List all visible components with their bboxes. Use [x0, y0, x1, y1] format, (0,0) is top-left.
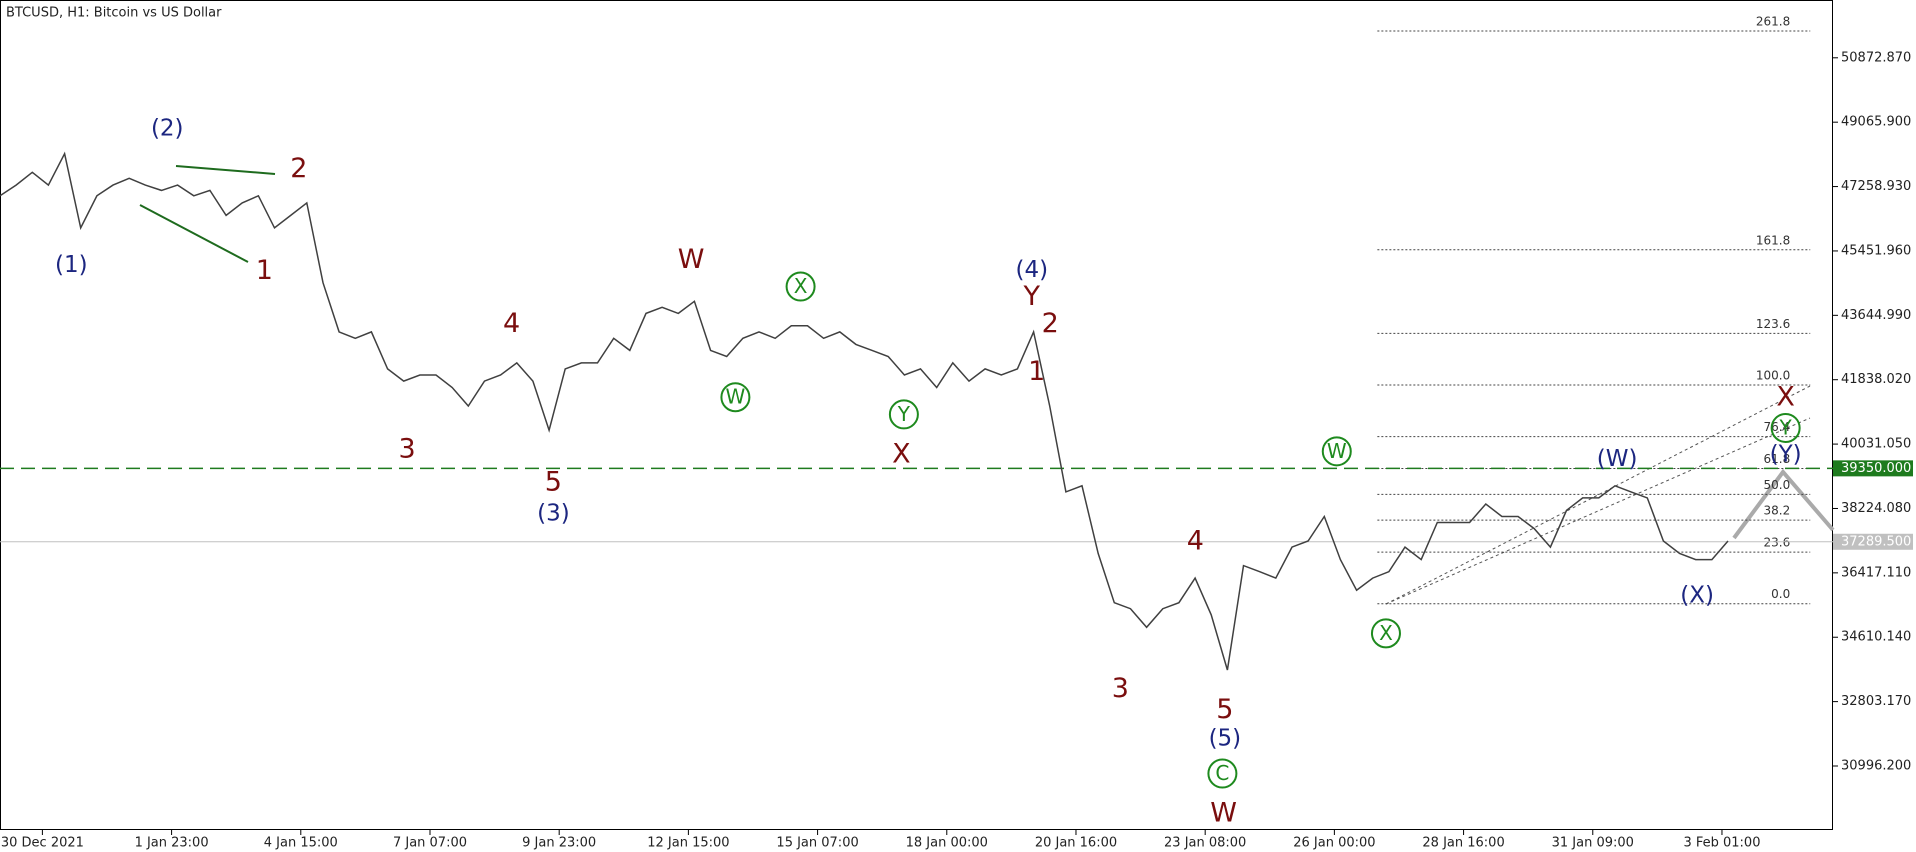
fib-label: 0.0	[1771, 587, 1790, 601]
wave-label: (1)	[55, 252, 88, 278]
x-tick-label: 1 Jan 23:00	[135, 836, 209, 851]
chart-title: BTCUSD, H1: Bitcoin vs US Dollar	[6, 6, 222, 21]
y-tick-label: 34610.140	[1841, 630, 1911, 645]
wave-label: X	[1776, 382, 1795, 413]
wave-label: 4	[1187, 526, 1204, 557]
wave-circle	[720, 382, 751, 413]
wave-circle	[1321, 436, 1352, 467]
wave-label: Y	[897, 402, 911, 426]
wave-label: X	[1379, 621, 1393, 645]
price-label-box	[1833, 533, 1913, 550]
wave-label: X	[794, 274, 808, 298]
x-tick-label: 9 Jan 23:00	[522, 836, 596, 851]
x-tick-label: 12 Jan 15:00	[647, 836, 729, 851]
fib-label: 76.4	[1764, 420, 1791, 434]
x-tick-label: 20 Jan 16:00	[1035, 836, 1117, 851]
y-tick-label: 47258.930	[1841, 179, 1911, 194]
x-tick-label: 31 Jan 09:00	[1552, 836, 1634, 851]
fib-label: 61.8	[1764, 452, 1791, 466]
wave-label: W	[726, 385, 746, 409]
triangle-line	[175, 165, 276, 175]
x-tick-label: 15 Jan 07:00	[776, 836, 858, 851]
wave-label: 1	[256, 255, 273, 286]
fib-label: 123.6	[1756, 317, 1790, 331]
wave-label: 5	[545, 467, 562, 498]
x-tick-label: 7 Jan 07:00	[393, 836, 467, 851]
wave-label: 3	[398, 433, 415, 464]
price-line-series	[0, 151, 1729, 671]
projection-line	[1732, 468, 1835, 540]
fib-label: 23.6	[1764, 536, 1791, 550]
wave-label: Y	[1779, 415, 1793, 439]
x-tick-label: 3 Feb 01:00	[1683, 836, 1760, 851]
wave-label: W	[678, 244, 705, 275]
wave-circle	[1770, 412, 1801, 443]
wave-label: 4	[503, 308, 520, 339]
y-tick-label: 43644.990	[1841, 308, 1911, 323]
y-tick-label: 41838.020	[1841, 372, 1911, 387]
fib-label: 261.8	[1756, 15, 1790, 29]
fib-label: 100.0	[1756, 368, 1790, 382]
price-label: 37289.500	[1841, 534, 1911, 549]
wave-label: (2)	[151, 115, 184, 141]
x-tick-label: 28 Jan 16:00	[1422, 836, 1504, 851]
price-label-box	[1833, 460, 1913, 477]
fib-label: 38.2	[1764, 504, 1791, 518]
y-tick-label: 40031.050	[1841, 437, 1911, 452]
wave-label: (5)	[1209, 725, 1242, 751]
y-tick-label: 38224.080	[1841, 501, 1911, 516]
x-tick-label: 4 Jan 15:00	[264, 836, 338, 851]
fib-label: 161.8	[1756, 233, 1790, 247]
wave-label: C	[1215, 761, 1229, 785]
x-tick-label: 30 Dec 2021	[1, 836, 84, 851]
wave-label: 5	[1216, 694, 1233, 725]
y-tick-label: 30996.200	[1841, 759, 1911, 774]
wave-label: X	[892, 438, 911, 469]
wave-label: Y	[1023, 281, 1041, 312]
wave-label: (Y)	[1770, 441, 1802, 467]
wave-label: (X)	[1680, 583, 1714, 609]
x-tick-label: 23 Jan 08:00	[1164, 836, 1246, 851]
channel-line	[1385, 417, 1811, 605]
fib-label: 50.0	[1764, 478, 1791, 492]
plot-frame	[0, 0, 1833, 830]
y-tick-label: 36417.110	[1841, 565, 1911, 580]
wave-label: (W)	[1597, 446, 1638, 472]
triangle-line	[139, 204, 249, 263]
wave-label: 2	[1042, 308, 1059, 339]
wave-label: 1	[1028, 356, 1045, 387]
wave-label: W	[1210, 797, 1237, 828]
wave-circle	[1207, 758, 1238, 789]
wave-circle	[785, 271, 816, 302]
x-tick-label: 26 Jan 00:00	[1293, 836, 1375, 851]
x-tick-label: 18 Jan 00:00	[906, 836, 988, 851]
channel-line	[1385, 385, 1811, 605]
wave-label: 3	[1112, 673, 1129, 704]
y-tick-label: 50872.870	[1841, 50, 1911, 65]
y-tick-label: 49065.900	[1841, 115, 1911, 130]
wave-circle	[888, 399, 919, 430]
y-tick-label: 45451.960	[1841, 243, 1911, 258]
wave-label: W	[1327, 439, 1347, 463]
wave-circle	[1370, 618, 1401, 649]
price-label: 39350.000	[1841, 461, 1911, 476]
wave-label: (3)	[537, 500, 570, 526]
wave-label: 2	[290, 153, 307, 184]
wave-label: (4)	[1015, 257, 1048, 283]
y-tick-label: 32803.170	[1841, 694, 1911, 709]
